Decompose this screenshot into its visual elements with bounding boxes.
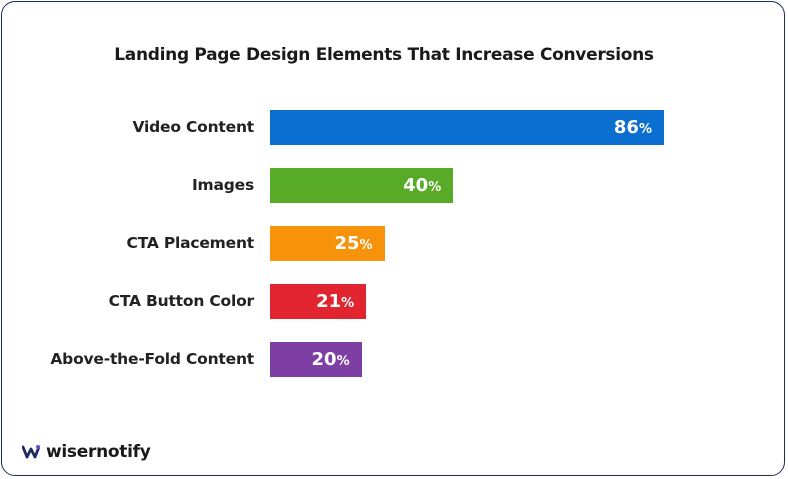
bar: 86% xyxy=(270,110,664,145)
bar-value-number: 21 xyxy=(316,291,342,312)
bar-value-unit: % xyxy=(638,122,652,137)
category-label: CTA Placement xyxy=(126,234,255,252)
bar-value-unit: % xyxy=(428,180,442,195)
bar: 40% xyxy=(270,168,454,203)
bar-value-unit: % xyxy=(336,354,350,369)
bar-value-label: 20% xyxy=(270,342,350,377)
chart-title: Landing Page Design Elements That Increa… xyxy=(114,45,654,65)
bar-value-number: 40 xyxy=(403,175,429,196)
brand-name: wisernotify xyxy=(46,442,151,462)
bar-value-number: 25 xyxy=(334,233,360,254)
bar-value-label: 21% xyxy=(270,284,354,319)
bar-value-label: 86% xyxy=(270,110,652,145)
bar-value-number: 20 xyxy=(311,349,337,370)
bar: 21% xyxy=(270,284,367,319)
wisernotify-logo-icon xyxy=(22,445,40,459)
bar-value-label: 25% xyxy=(270,226,373,261)
bar-value-number: 86 xyxy=(613,117,639,138)
bar: 20% xyxy=(270,342,362,377)
category-label: Above-the-Fold Content xyxy=(50,350,254,368)
category-label: Video Content xyxy=(132,118,254,136)
category-label: Images xyxy=(191,176,254,194)
bar-value-label: 40% xyxy=(270,168,441,203)
bar-value-unit: % xyxy=(341,296,355,311)
brand-logo: wisernotify xyxy=(22,442,151,462)
category-label: CTA Button Color xyxy=(108,292,255,310)
bar: 25% xyxy=(270,226,385,261)
bar-value-unit: % xyxy=(359,238,373,253)
